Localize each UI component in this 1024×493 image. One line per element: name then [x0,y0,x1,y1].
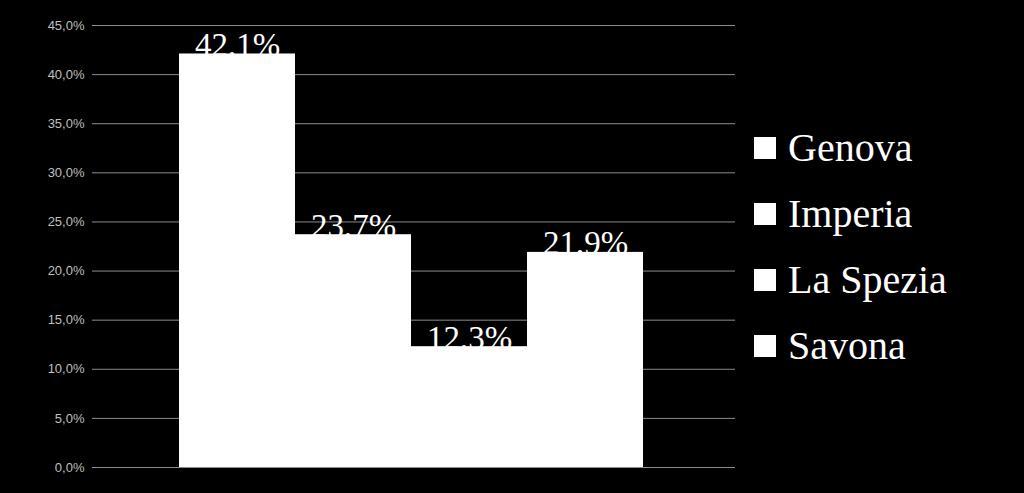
svg-text:15,0%: 15,0% [48,312,85,327]
html-text:Genova: Genova [788,124,913,170]
svg-text:30,0%: 30,0% [48,165,85,180]
svg-text:45,0%: 45,0% [48,18,85,33]
svg-text:0,0%: 0,0% [55,460,85,475]
html-text:Imperia: Imperia [788,190,913,236]
svg-text:42,1%: 42,1% [195,27,280,63]
svg-text:5,0%: 5,0% [55,411,85,426]
svg-text:40,0%: 40,0% [48,67,85,82]
svg-text:21,9%: 21,9% [543,225,628,261]
svg-text:25,0%: 25,0% [48,214,85,229]
html-text:La Spezia: La Spezia [788,256,947,302]
html-text:Savona: Savona [788,322,906,368]
svg-text:20,0%: 20,0% [48,263,85,278]
svg-text:35,0%: 35,0% [48,116,85,131]
svg-text:23,7%: 23,7% [311,208,396,244]
svg-text:12,3%: 12,3% [427,320,512,356]
svg-text:10,0%: 10,0% [48,361,85,376]
